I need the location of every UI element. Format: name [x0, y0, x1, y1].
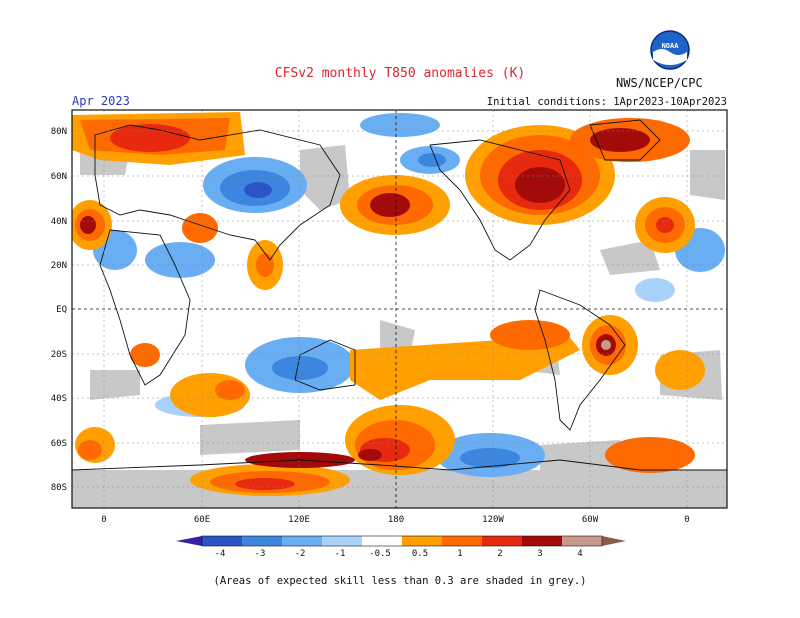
colorbar-cell: [362, 536, 402, 546]
colorbar-cell: [322, 536, 362, 546]
colorbar-cell: [176, 536, 202, 546]
lat-label: 40N: [51, 217, 67, 227]
lon-label: 180: [388, 515, 404, 525]
colorbar-cell: [562, 536, 602, 546]
colorbar-cell: [442, 536, 482, 546]
lat-label: 80N: [51, 127, 67, 137]
lon-label: 120E: [288, 515, 310, 525]
colorbar-label: -1: [335, 549, 346, 559]
colorbar-label: -4: [215, 549, 226, 559]
lon-axis: 0 60E 120E 180 120W 60W 0: [101, 515, 689, 525]
negative-anomalies: [93, 113, 725, 477]
lat-label: EQ: [56, 305, 67, 315]
lat-label: 60N: [51, 172, 67, 182]
colorbar-label: -3: [255, 549, 266, 559]
colorbar-cell: [242, 536, 282, 546]
organization-label: NWS/NCEP/CPC: [616, 76, 703, 90]
forecast-month: Apr 2023: [72, 94, 130, 108]
svg-text:NOAA: NOAA: [662, 42, 680, 50]
low-skill-shading: [72, 120, 727, 508]
colorbar-label: -2: [295, 549, 306, 559]
colorbar-label: 1: [457, 549, 462, 559]
colorbar-cell: [202, 536, 242, 546]
colorbar-label: 2: [497, 549, 502, 559]
skill-note: (Areas of expected skill less than 0.3 a…: [213, 575, 587, 587]
colorbar-cell: [482, 536, 522, 546]
positive-anomalies: [72, 112, 705, 496]
lon-label: 0: [101, 515, 106, 525]
chart-title: CFSv2 monthly T850 anomalies (K): [274, 66, 526, 81]
initial-conditions: Initial conditions: 1Apr2023-10Apr2023: [486, 96, 727, 108]
map-frame: [71, 109, 728, 509]
lat-label: 40S: [51, 394, 67, 404]
lat-label: 20S: [51, 350, 67, 360]
equator-dateline: [72, 110, 727, 508]
lat-label: 80S: [51, 483, 67, 493]
lon-label: 0: [684, 515, 689, 525]
colorbar-cell: [522, 536, 562, 546]
lon-label: 120W: [482, 515, 504, 525]
colorbar-label: 4: [577, 549, 582, 559]
lat-axis: 80N 60N 40N 20N EQ 20S 40S 60S 80S: [51, 127, 67, 493]
colorbar-label: 3: [537, 549, 542, 559]
colorbar-cell: [402, 536, 442, 546]
colorbar-cell: [602, 536, 626, 546]
colorbar-cell: [282, 536, 322, 546]
lon-label: 60W: [582, 515, 599, 525]
colorbar-label: 0.5: [412, 549, 428, 559]
colorbar-label: -0.5: [369, 549, 391, 559]
lon-label: 60E: [194, 515, 210, 525]
coastlines: [72, 119, 727, 471]
noaa-logo: NOAA: [650, 30, 690, 70]
colorbar: [176, 535, 626, 547]
lat-label: 20N: [51, 261, 67, 271]
lat-label: 60S: [51, 439, 67, 449]
graticule: [72, 110, 727, 508]
colorbar-labels: -4 -3 -2 -1 -0.5 0.5 1 2 3 4: [215, 549, 583, 559]
